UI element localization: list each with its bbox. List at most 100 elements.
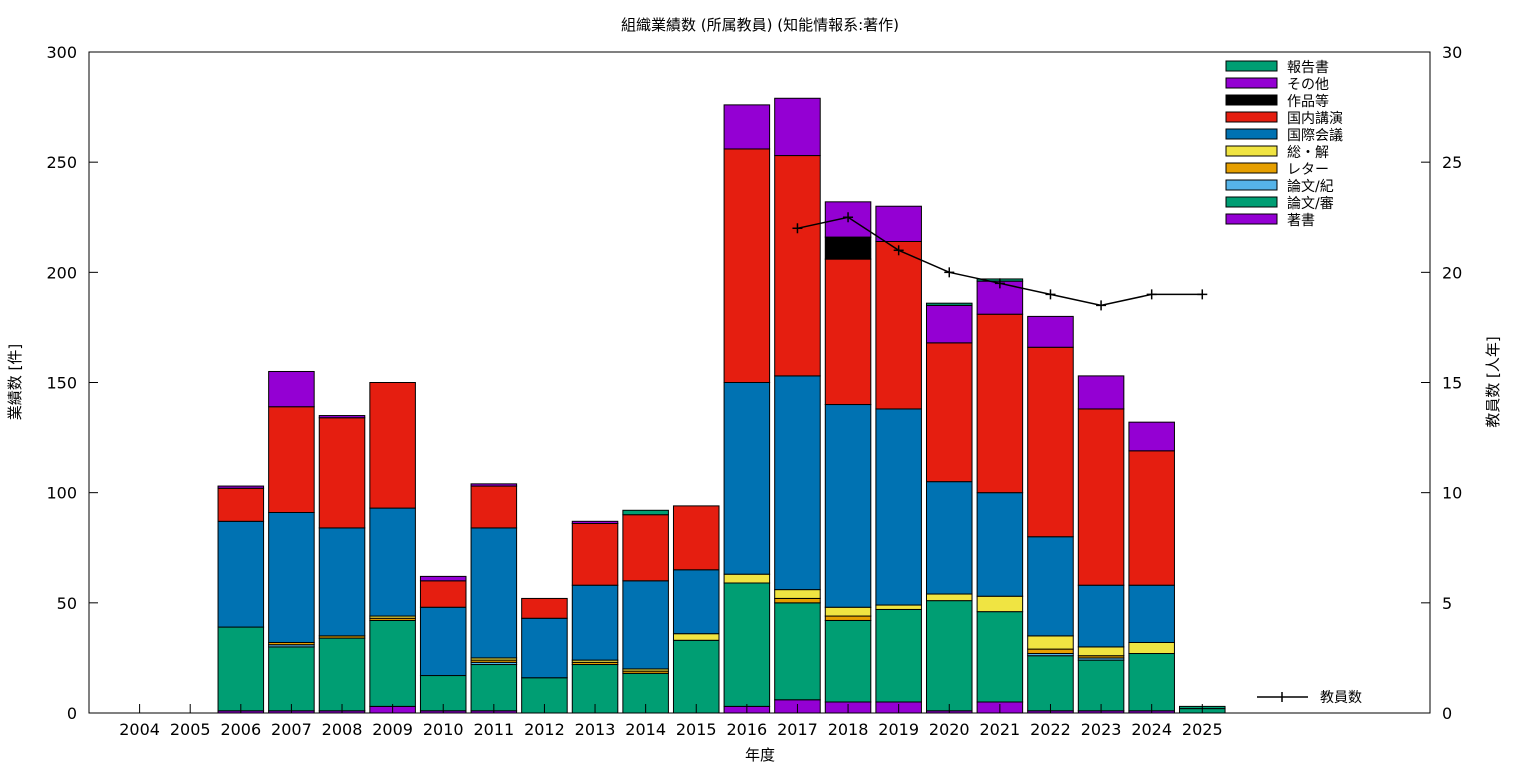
bar-2016-series-6 (723, 148, 771, 383)
bar-2024-series-8 (1128, 421, 1175, 452)
bar-2006-series-5 (217, 520, 265, 628)
bar-2017-series-6 (774, 155, 821, 377)
bar-2006-series-8 (217, 485, 265, 489)
bar-2020-series-6 (925, 342, 973, 483)
legend-item-8: 論文/審 (1225, 196, 1334, 212)
bar-2020-series-4 (925, 593, 973, 602)
bar-2016-series-4 (723, 573, 771, 584)
bar-2007-series-1 (268, 646, 315, 712)
legend-label: 著書 (1287, 213, 1315, 229)
bar-2007-series-5 (268, 512, 315, 643)
bar-2021-series-6 (976, 313, 1024, 494)
y2-tick-label-20: 20 (1442, 263, 1462, 282)
bar-2022-series-5 (1027, 536, 1074, 637)
y-axis-title: 業績数 [件] (6, 344, 24, 420)
bar-2017-series-8 (774, 97, 821, 157)
y2-tick-label-5: 5 (1442, 594, 1452, 613)
x-tick-label-2015: 2015 (676, 720, 717, 739)
bar-2018-series-3 (824, 615, 872, 621)
bar-2010-series-8 (419, 575, 467, 582)
x-axis-title: 年度 (745, 746, 775, 764)
x-tick-label-2007: 2007 (271, 720, 312, 739)
bar-2008-series-6 (318, 417, 366, 529)
bar-2008-series-8 (318, 415, 366, 419)
teacher-point-2023 (1096, 300, 1107, 311)
y2-tick-label-0: 0 (1442, 704, 1452, 723)
legend-swatch (1225, 94, 1278, 106)
bar-2018-series-1 (824, 619, 872, 703)
legend-item-3: 国内講演 (1225, 111, 1343, 127)
bar-2011-series-8 (470, 483, 518, 487)
bar-2019-series-1 (875, 608, 922, 703)
bar-2019-series-6 (875, 240, 922, 410)
bar-2010-series-6 (419, 580, 467, 608)
bar-2014-series-5 (622, 580, 669, 670)
bar-2013-series-6 (571, 523, 619, 586)
bar-2014-series-6 (622, 514, 669, 582)
x-tick-label-2012: 2012 (524, 720, 565, 739)
legend-swatch (1225, 196, 1278, 208)
legend-label: 総・解 (1287, 145, 1329, 161)
bar-2022-series-1 (1027, 655, 1074, 712)
bar-2017-series-5 (774, 375, 821, 591)
bar-2020-series-8 (925, 304, 973, 344)
x-tick-label-2004: 2004 (119, 720, 160, 739)
line-layer (792, 212, 1208, 311)
legend-label: その他 (1287, 77, 1329, 93)
bar-2018-series-6 (824, 258, 872, 406)
y2-tick-label-15: 15 (1442, 374, 1462, 393)
bar-2008-series-1 (318, 637, 366, 712)
bar-2018-series-4 (824, 606, 872, 617)
bar-2012-series-5 (521, 617, 568, 679)
bar-2022-series-4 (1027, 635, 1074, 650)
legend-item-5: 総・解 (1225, 145, 1329, 161)
legend-swatch (1225, 213, 1278, 225)
y2-tick-label-10: 10 (1442, 484, 1462, 503)
teacher-point-2018 (843, 212, 854, 223)
legend-item-1: その他 (1225, 77, 1329, 93)
bar-2022-series-8 (1027, 315, 1074, 348)
x-tick-label-2020: 2020 (929, 720, 970, 739)
bar-2010-series-5 (419, 606, 467, 677)
bar-2023-series-6 (1077, 408, 1125, 586)
x-tick-label-2010: 2010 (423, 720, 464, 739)
teacher-point-2019 (893, 245, 904, 256)
y-tick-label-300: 300 (46, 43, 77, 62)
legend-item-line: 教員数 (1257, 690, 1362, 706)
legend-swatch (1225, 145, 1278, 157)
bar-2016-series-5 (723, 382, 771, 575)
bar-2007-series-8 (268, 370, 315, 408)
legend-label: 国内講演 (1287, 111, 1343, 127)
y2-axis-title: 教員数 [人年] (1484, 336, 1502, 427)
teacher-point-2025 (1197, 289, 1208, 300)
bar-2021-series-1 (976, 611, 1024, 703)
bar-2012-series-6 (521, 597, 568, 619)
y-tick-label-0: 0 (67, 704, 77, 723)
bar-2015-series-1 (672, 639, 720, 714)
bar-2019-series-8 (875, 205, 922, 242)
legend-label: 国際会議 (1287, 127, 1343, 144)
x-tick-label-2008: 2008 (322, 720, 363, 739)
bar-2011-series-5 (470, 527, 518, 659)
y2-tick-label-30: 30 (1442, 43, 1462, 62)
bar-2021-series-4 (976, 595, 1024, 613)
bar-2014-series-9 (622, 509, 669, 516)
y-tick-label-50: 50 (57, 594, 77, 613)
bar-2013-series-8 (571, 520, 619, 525)
y-tick-label-100: 100 (46, 484, 77, 503)
x-tick-label-2021: 2021 (980, 720, 1021, 739)
teacher-point-2021 (994, 278, 1005, 289)
x-tick-label-2005: 2005 (170, 720, 211, 739)
x-tick-label-2009: 2009 (372, 720, 413, 739)
bar-2023-series-5 (1077, 584, 1125, 648)
legend-swatch (1225, 60, 1278, 72)
bar-2023-series-1 (1077, 659, 1125, 712)
x-tick-label-2024: 2024 (1131, 720, 1172, 739)
chart-title: 組織業績数 (所属教員) (知能情報系:著作) (621, 16, 899, 34)
legend-item-9: 著書 (1225, 213, 1315, 229)
bar-2022-series-6 (1027, 346, 1074, 538)
legend-label: レター (1287, 162, 1329, 178)
legend-swatch (1225, 179, 1278, 191)
